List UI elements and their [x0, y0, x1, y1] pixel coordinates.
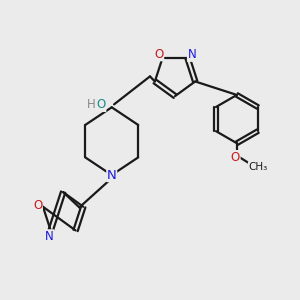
Text: O: O [97, 98, 106, 111]
Text: CH₃: CH₃ [248, 162, 268, 172]
Text: N: N [107, 169, 117, 182]
Text: O: O [154, 48, 164, 61]
Text: H: H [87, 98, 95, 111]
Text: O: O [231, 151, 240, 164]
Text: O: O [33, 199, 42, 212]
Text: N: N [45, 230, 54, 243]
Text: N: N [188, 48, 196, 61]
